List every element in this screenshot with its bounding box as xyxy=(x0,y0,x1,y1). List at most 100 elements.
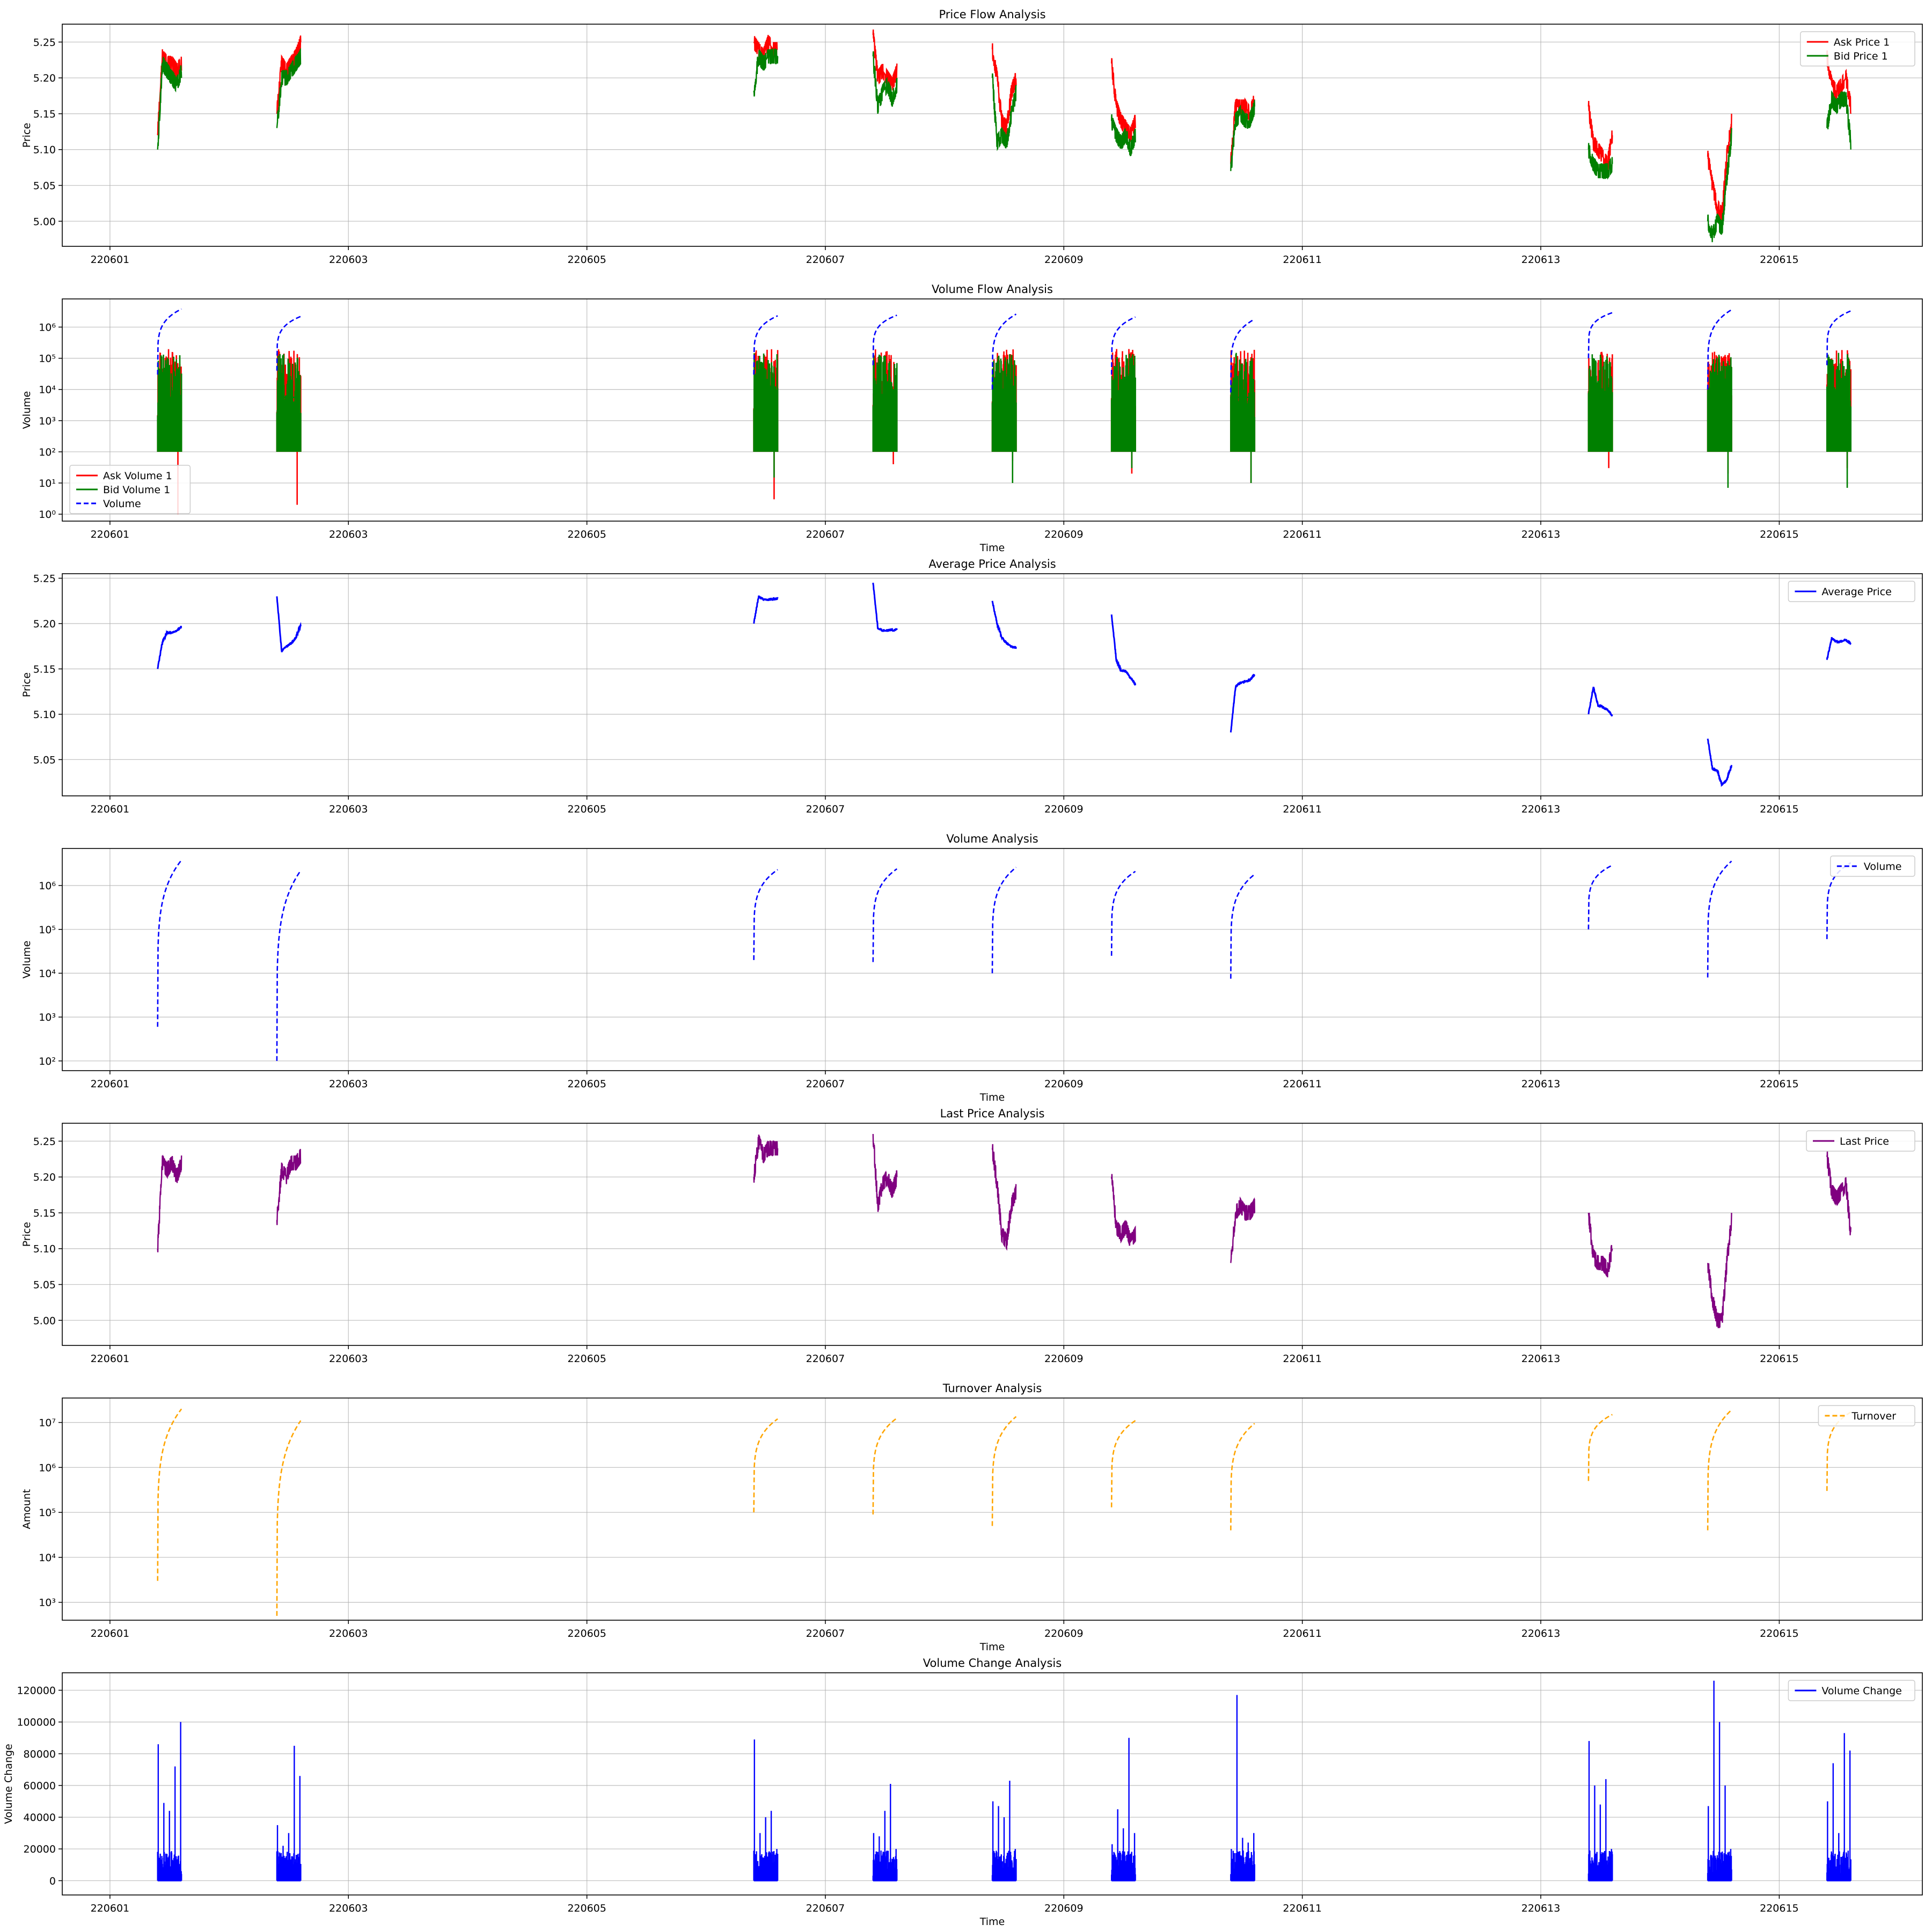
series-line xyxy=(991,43,1017,137)
x-tick-label: 220605 xyxy=(567,1902,606,1914)
subplot-price-flow-analysis: Price Flow Analysis 220601 220603 220605 220… xyxy=(21,8,1923,266)
series-line xyxy=(1826,353,1851,488)
subplot-volume-flow-analysis: Volume Flow Analysis 220601 220603 220605 22… xyxy=(21,283,1923,554)
x-tick-label: 220607 xyxy=(806,1353,845,1365)
y-tick-label: 80000 xyxy=(24,1748,56,1760)
y-tick-label: 5.25 xyxy=(33,36,56,48)
series-line xyxy=(1230,100,1255,171)
series-line xyxy=(1826,637,1851,660)
series-line xyxy=(753,869,778,960)
x-tick-label: 220603 xyxy=(329,529,368,540)
series-line xyxy=(1110,614,1137,686)
y-tick-label: 0 xyxy=(49,1875,56,1887)
y-tick-label: 10⁴ xyxy=(39,968,56,979)
legend-frame xyxy=(1788,581,1915,602)
legend-frame xyxy=(1830,855,1915,877)
x-tick-label: 220609 xyxy=(1044,529,1084,540)
series-line xyxy=(1587,1212,1613,1278)
series-line xyxy=(276,354,302,452)
y-tick-label: 10³ xyxy=(39,1012,56,1023)
series-line xyxy=(1587,686,1613,717)
y-tick-label: 10¹ xyxy=(39,478,56,489)
x-tick-label: 220613 xyxy=(1521,1628,1561,1640)
y-tick-label: 10⁵ xyxy=(39,924,56,936)
series-line xyxy=(991,601,1017,649)
y-axis-label: Volume xyxy=(21,391,33,429)
x-tick-label: 220611 xyxy=(1283,529,1322,540)
y-tick-label: 10⁶ xyxy=(39,1462,56,1474)
series-line xyxy=(1230,318,1255,393)
series-line xyxy=(991,867,1017,974)
series-line xyxy=(1110,354,1136,469)
legend: Volume Change xyxy=(1788,1680,1915,1701)
series-line xyxy=(1587,100,1613,173)
series-line xyxy=(1587,1414,1613,1481)
x-tick-label: 220613 xyxy=(1521,1078,1561,1090)
series-bars xyxy=(872,1784,898,1882)
x-tick-label: 220611 xyxy=(1283,1902,1322,1914)
x-tick-label: 220615 xyxy=(1760,529,1799,540)
y-tick-label: 5.25 xyxy=(33,573,56,584)
legend-label: Volume xyxy=(1864,861,1902,873)
series-line xyxy=(1707,860,1732,978)
y-axis-label: Volume Change xyxy=(3,1744,14,1824)
series-line xyxy=(1707,128,1732,243)
series-line xyxy=(1110,114,1136,156)
series-line xyxy=(872,1134,898,1212)
y-tick-label: 10⁴ xyxy=(39,384,56,396)
x-tick-label: 220609 xyxy=(1044,1628,1084,1640)
series-line xyxy=(1230,353,1256,483)
series-line xyxy=(276,870,302,1061)
subplot-average-price-analysis: Average Price Analysis 220601 220603 220605… xyxy=(21,558,1923,815)
x-tick-label: 220613 xyxy=(1521,529,1561,540)
series-bars xyxy=(276,1746,302,1882)
plot-area xyxy=(157,859,1851,1061)
legend-frame xyxy=(1800,31,1915,67)
series-line xyxy=(753,595,779,624)
y-tick-label: 60000 xyxy=(24,1780,56,1792)
x-tick-label: 220605 xyxy=(567,803,606,815)
y-tick-label: 5.20 xyxy=(33,1172,56,1183)
x-tick-label: 220611 xyxy=(1283,254,1322,266)
series-line xyxy=(872,314,897,365)
x-tick-label: 220611 xyxy=(1283,1353,1322,1365)
series-bars xyxy=(157,1722,182,1882)
x-tick-label: 220613 xyxy=(1521,1902,1561,1914)
subplot-title: Last Price Analysis xyxy=(940,1107,1045,1120)
subplot-title: Volume Flow Analysis xyxy=(932,283,1053,296)
series-line xyxy=(753,1135,779,1183)
legend-frame xyxy=(1806,1130,1915,1152)
axes-frame xyxy=(62,1123,1923,1346)
series-line xyxy=(157,859,182,1027)
y-axis-label: Price xyxy=(21,672,33,697)
legend: Average Price xyxy=(1788,581,1915,602)
plot-area xyxy=(157,308,1851,515)
series-line xyxy=(1707,354,1732,488)
y-tick-label: 5.20 xyxy=(33,72,56,84)
x-tick-label: 220615 xyxy=(1760,1078,1799,1090)
series-bars xyxy=(1826,1733,1851,1882)
series-line xyxy=(1707,1409,1732,1531)
y-tick-label: 10⁵ xyxy=(39,1507,56,1519)
series-line xyxy=(276,316,301,371)
y-tick-label: 5.10 xyxy=(33,144,56,156)
legend-label: Bid Volume 1 xyxy=(103,484,170,496)
y-tick-label: 10⁵ xyxy=(39,353,56,365)
x-tick-label: 220609 xyxy=(1044,1353,1084,1365)
x-tick-label: 220615 xyxy=(1760,803,1799,815)
y-tick-label: 5.10 xyxy=(33,1243,56,1255)
series-line xyxy=(1826,90,1851,150)
x-tick-label: 220607 xyxy=(806,1628,845,1640)
subplot-volume-change-analysis: Volume Change Analysis 220601 220603 220605… xyxy=(3,1657,1923,1928)
x-tick-label: 220605 xyxy=(567,1078,606,1090)
series-line xyxy=(1826,310,1851,365)
x-tick-label: 220609 xyxy=(1044,254,1084,266)
legend-label: Bid Price 1 xyxy=(1834,50,1888,62)
series-bars xyxy=(1230,1695,1255,1882)
axes-frame xyxy=(62,573,1923,796)
axes-frame xyxy=(62,24,1923,247)
series-line xyxy=(1587,865,1613,930)
x-tick-label: 220603 xyxy=(329,1902,368,1914)
x-tick-label: 220609 xyxy=(1044,1902,1084,1914)
series-line xyxy=(276,1420,302,1616)
